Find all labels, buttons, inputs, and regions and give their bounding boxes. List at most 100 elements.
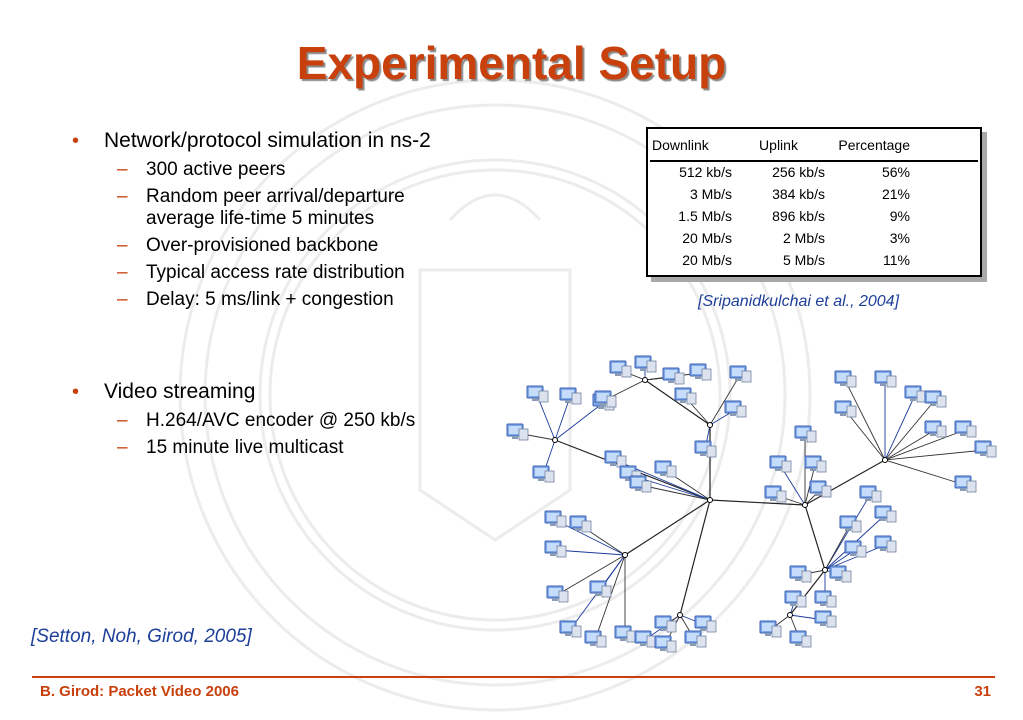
table-header-row: Downlink Uplink Percentage [652, 135, 910, 155]
sub-bullet: – Delay: 5 ms/link + congestion [72, 289, 532, 311]
router-node [802, 502, 808, 508]
router-node [787, 612, 793, 618]
computer-monitor-icon [634, 630, 657, 648]
network-link [556, 554, 626, 596]
computer-monitor-icon [544, 510, 567, 528]
computer-monitor-icon [954, 420, 977, 438]
bullet-dot: • [72, 130, 80, 152]
network-link [824, 494, 871, 571]
dash-icon: – [117, 262, 128, 283]
computer-monitor-icon [804, 455, 827, 473]
sub-bullet: –15 minute live multicast [72, 437, 532, 459]
header-uplink: Uplink [759, 137, 798, 153]
computer-monitor-icon [844, 540, 867, 558]
computer-monitor-icon [594, 390, 617, 408]
dash-icon: – [117, 289, 128, 310]
cell-downlink: 3 Mb/s [689, 186, 732, 202]
computer-monitor-icon [974, 440, 997, 458]
computer-monitor-icon [559, 387, 582, 405]
access-rate-table: Downlink Uplink Percentage 512 kb/s 256 k… [646, 127, 982, 277]
computer-monitor-icon [874, 535, 897, 553]
network-link [594, 554, 626, 641]
bullet-network-simulation: • Network/protocol simulation in ns-2 [72, 128, 532, 154]
bullet-text: Video streaming [104, 380, 256, 403]
cell-downlink: 512 kb/s [679, 164, 732, 180]
table-row: 20 Mb/s 5 Mb/s 11% [652, 249, 910, 271]
computer-monitor-icon [924, 390, 947, 408]
computer-monitor-icon [794, 425, 817, 443]
network-link [639, 484, 711, 501]
computer-monitor-icon [694, 440, 717, 458]
page-number: 31 [974, 683, 991, 700]
network-link [804, 504, 826, 571]
cell-uplink: 5 Mb/s [782, 252, 825, 268]
footer-author: B. Girod: Packet Video 2006 [40, 683, 239, 700]
cell-uplink: 384 kb/s [772, 186, 825, 202]
computer-monitor-icon [764, 485, 787, 503]
table-citation: [Sripanidkulchai et al., 2004] [698, 293, 900, 310]
dash-icon: – [117, 159, 128, 180]
cell-downlink: 1.5 Mb/s [678, 208, 732, 224]
router-node [822, 567, 828, 573]
cell-percentage: 11% [883, 252, 910, 268]
computer-monitor-icon [629, 475, 652, 493]
computer-monitor-icon [814, 610, 837, 628]
computer-monitor-icon [684, 630, 707, 648]
computer-monitor-icon [904, 385, 927, 403]
router-node [707, 422, 713, 428]
dash-icon: – [117, 235, 128, 256]
router-node [642, 377, 648, 383]
network-link [554, 396, 571, 441]
computer-monitor-icon [569, 515, 592, 533]
network-link [884, 459, 966, 486]
dash-icon: – [117, 437, 128, 458]
footer-divider [32, 676, 995, 678]
table-row: 3 Mb/s 384 kb/s 21% [652, 183, 910, 205]
network-link [824, 524, 851, 571]
sub-bullet-text: 15 minute live multicast [146, 437, 344, 458]
bullet-list: • Network/protocol simulation in ns-2 –3… [72, 128, 532, 459]
router-node [552, 437, 558, 443]
computer-monitor-icon [584, 630, 607, 648]
computer-monitor-icon [724, 400, 747, 418]
sub-bullet: – H.264/AVC encoder @ 250 kb/s [72, 410, 532, 432]
computer-monitor-icon [604, 450, 627, 468]
network-link [884, 429, 936, 461]
cell-uplink: 896 kb/s [772, 208, 825, 224]
router-node [622, 552, 628, 558]
computer-monitor-icon [614, 625, 637, 643]
computer-monitor-icon [809, 480, 832, 498]
network-link [884, 429, 966, 461]
computer-monitor-icon [609, 360, 632, 378]
cell-downlink: 20 Mb/s [682, 230, 732, 246]
network-link [884, 449, 986, 461]
main-citation: [Setton, Noh, Girod, 2005] [31, 626, 252, 647]
sub-bullet: – Typical access rate distribution [72, 262, 532, 284]
computer-monitor-icon [544, 540, 567, 558]
sub-bullet: – Random peer arrival/departure average li… [72, 186, 532, 230]
cell-percentage: 3% [889, 230, 910, 246]
computer-monitor-icon [559, 620, 582, 638]
network-link [804, 459, 886, 506]
computer-monitor-icon [759, 620, 782, 638]
cell-percentage: 9% [889, 208, 910, 224]
computer-monitor-icon [874, 505, 897, 523]
network-link [624, 499, 711, 556]
computer-monitor-icon [924, 420, 947, 438]
computer-monitor-icon [954, 475, 977, 493]
computer-monitor-icon [589, 580, 612, 598]
computer-monitor-icon [874, 370, 897, 388]
table-row: 512 kb/s 256 kb/s 56% [652, 161, 910, 183]
network-link [884, 399, 936, 461]
sub-bullet-text: Delay: 5 ms/link + congestion [146, 289, 394, 310]
table-row: 20 Mb/s 2 Mb/s 3% [652, 227, 910, 249]
sub-bullet: – Over-provisioned backbone [72, 235, 532, 257]
computer-monitor-icon [834, 370, 857, 388]
router-node [882, 457, 888, 463]
sub-bullet: –300 active peers [72, 159, 532, 181]
computer-monitor-icon [834, 400, 857, 418]
computer-monitor-icon [784, 590, 807, 608]
network-link [709, 499, 806, 506]
sub-bullet-text: Random peer arrival/departure [146, 186, 405, 207]
sub-bullet-text: Over-provisioned backbone [146, 235, 379, 256]
